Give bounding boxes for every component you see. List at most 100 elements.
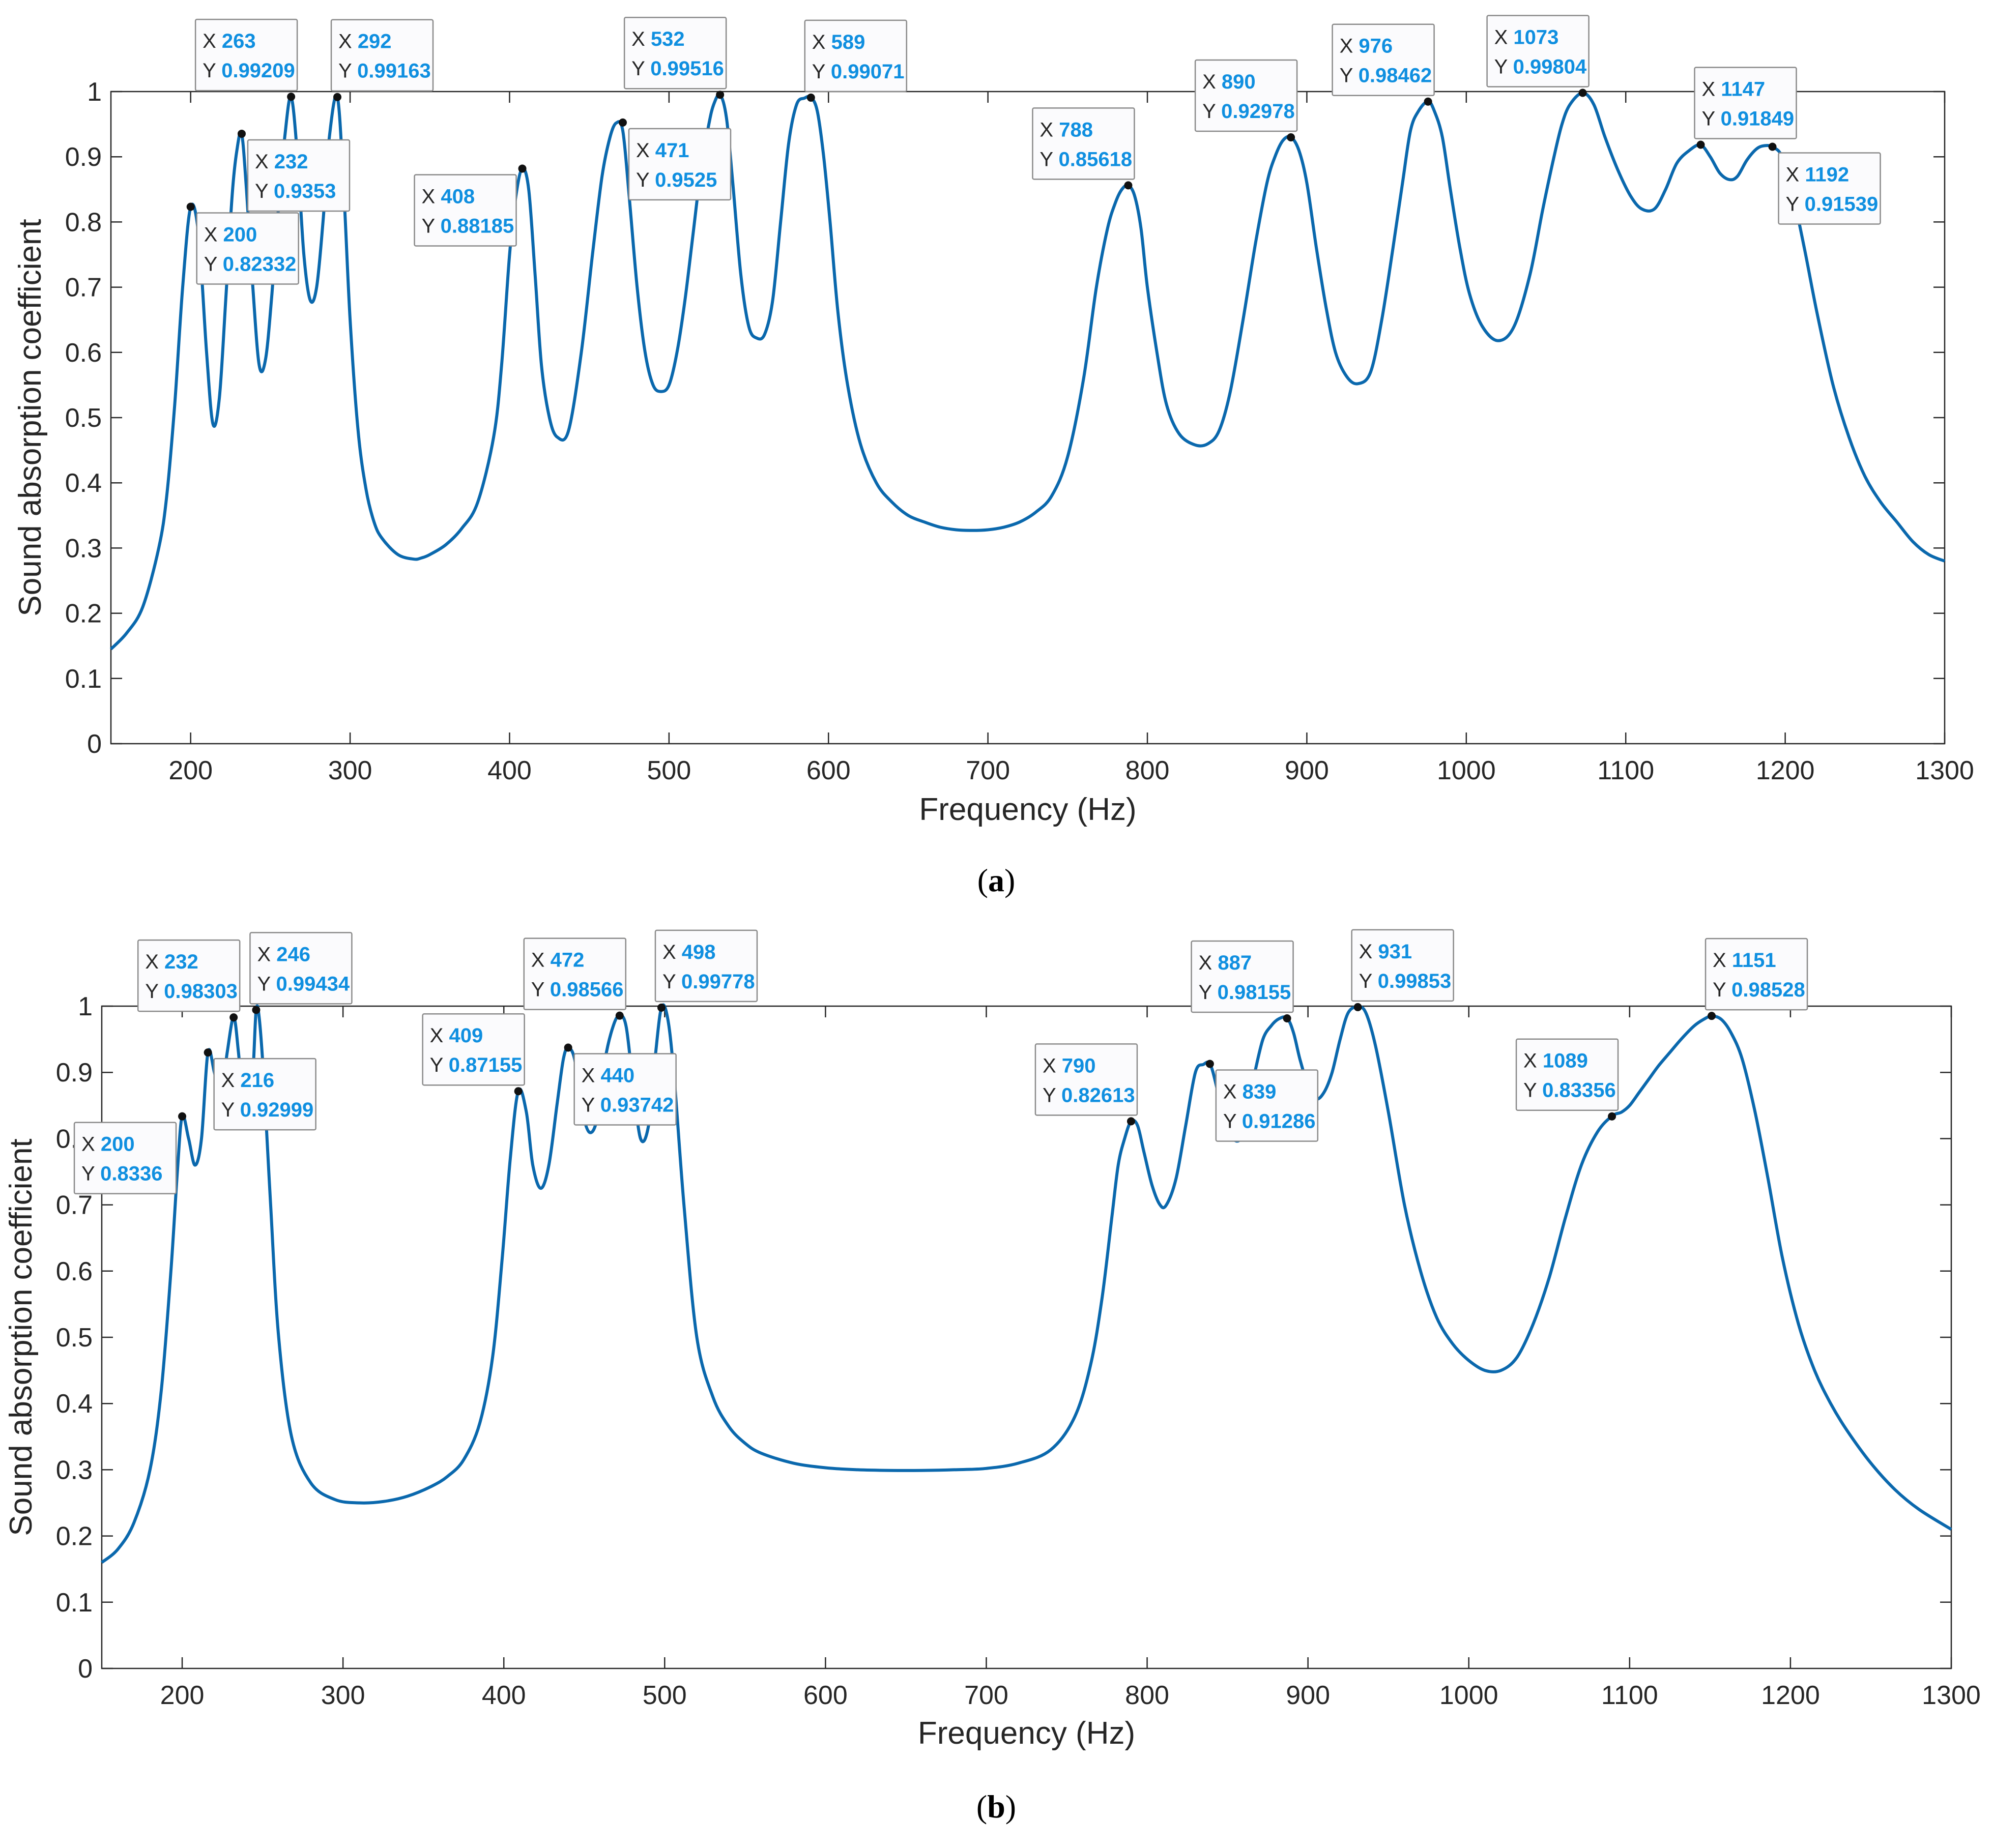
x-tick-label: 1200 — [1761, 1681, 1820, 1710]
y-tick-label: 0.3 — [65, 534, 102, 563]
datatip-y-text: Y 0.99163 — [338, 60, 431, 82]
datatip-x-key: X — [1223, 1080, 1243, 1103]
datatip-x-key: X — [1494, 26, 1514, 49]
y-tick-label: 0.7 — [56, 1191, 93, 1220]
datatip-x-key: X — [255, 151, 274, 173]
datatip-x-key: X — [636, 139, 655, 162]
datatip-x-text: X 498 — [662, 941, 716, 963]
y-tick-label: 1 — [78, 992, 93, 1021]
datatip-y-text: Y 0.9353 — [255, 180, 336, 202]
datatip-marker — [1205, 1060, 1214, 1068]
datatip-y-value: 0.98303 — [164, 980, 238, 1003]
x-tick-label: 700 — [964, 1681, 1008, 1710]
datatip-y-text: Y 0.8336 — [81, 1163, 162, 1185]
x-tick-label: 1100 — [1601, 1681, 1658, 1710]
datatip-y-key: Y — [582, 1094, 600, 1116]
datatip-x-value: 408 — [441, 185, 475, 208]
datatip-x-value: 931 — [1378, 941, 1412, 963]
datatip-x-value: 1151 — [1732, 949, 1776, 972]
datatip-x-value: 246 — [276, 943, 310, 965]
datatip-box — [1486, 15, 1590, 87]
y-tick-label: 0.4 — [56, 1389, 93, 1419]
y-tick-label: 0.5 — [56, 1323, 93, 1353]
x-tick-label: 1200 — [1756, 756, 1815, 785]
datatip-y-text: Y 0.91849 — [1702, 107, 1795, 130]
datatip-y-value: 0.83356 — [1542, 1079, 1616, 1102]
datatip-x-value: 471 — [655, 139, 689, 162]
datatip-y-value: 0.99853 — [1378, 970, 1452, 992]
datatip-marker — [1608, 1112, 1616, 1121]
datatip-marker — [1424, 97, 1432, 106]
datatip-box — [1515, 1038, 1619, 1111]
datatip-box — [573, 1053, 677, 1126]
datatip-y-key: Y — [812, 61, 831, 83]
x-axis-label: Frequency (Hz) — [919, 792, 1136, 827]
datatip-box — [1034, 1043, 1138, 1116]
datatip-box — [137, 939, 241, 1012]
datatip-x-key: X — [631, 28, 651, 50]
datatip-x-key: X — [1199, 952, 1218, 974]
datatip-y-key: Y — [203, 60, 221, 82]
datatip-x-key: X — [1202, 71, 1222, 93]
plot-area — [110, 91, 1946, 745]
datatip-y-value: 0.98155 — [1218, 981, 1291, 1004]
datatip-x-value: 232 — [274, 151, 308, 173]
datatip-x-value: 532 — [651, 28, 685, 50]
datatip-y-value: 0.85618 — [1059, 148, 1133, 170]
chart-panel-b: 200 300 400 500 600 700 800 900 1000 1100 1200 1300… — [4, 929, 1981, 1751]
datatip-y-text: Y 0.99434 — [257, 973, 350, 995]
datatip-y-text: Y 0.98462 — [1340, 65, 1432, 87]
datatip-marker — [514, 1087, 523, 1096]
datatip-y-text: Y 0.98303 — [145, 980, 238, 1003]
datatip-box — [804, 19, 908, 93]
y-tick-label: 0.6 — [56, 1257, 93, 1286]
datatip-y-value: 0.8336 — [100, 1163, 162, 1185]
datatip-y-key: Y — [1786, 193, 1805, 215]
datatip-x-value: 890 — [1222, 71, 1256, 93]
datatip-y-key: Y — [1223, 1110, 1242, 1132]
datatip-x-value: 1073 — [1513, 26, 1558, 49]
datatip-x-value: 292 — [358, 31, 392, 53]
datatip-y-text: Y 0.92978 — [1202, 100, 1295, 123]
datatip-x-value: 440 — [600, 1064, 634, 1087]
datatip-y-value: 0.91286 — [1242, 1110, 1316, 1132]
datatip-x-key: X — [1786, 163, 1805, 186]
datatip-y-key: Y — [1340, 65, 1359, 87]
datatip-x-text: X 532 — [631, 28, 685, 50]
datatip-x-text: X 788 — [1039, 119, 1093, 141]
y-tick-label: 0.9 — [56, 1058, 93, 1088]
datatip-x-key: X — [531, 949, 551, 972]
datatip-y-key: Y — [1039, 148, 1058, 170]
datatip-y-value: 0.91539 — [1805, 193, 1879, 215]
datatip-marker — [564, 1043, 572, 1052]
datatip-y-text: Y 0.91539 — [1786, 193, 1879, 215]
datatip-x-value: 1089 — [1543, 1050, 1588, 1072]
datatip-marker — [657, 1003, 666, 1012]
datatip-x-value: 788 — [1059, 119, 1093, 141]
datatip-x-text: X 200 — [204, 224, 257, 246]
datatip-x-text: X 839 — [1223, 1080, 1277, 1103]
datatip-y-value: 0.87155 — [449, 1054, 523, 1076]
x-axis-label: Frequency (Hz) — [918, 1716, 1135, 1751]
caption-a: (a) — [977, 862, 1016, 898]
datatip-marker — [1283, 1014, 1291, 1023]
datatip-y-text: Y 0.98528 — [1713, 979, 1805, 1001]
datatip-x-text: X 1151 — [1713, 949, 1776, 972]
datatip-x-key: X — [204, 224, 223, 246]
datatip: X 232 Y 0.9353 — [237, 129, 351, 212]
datatip-box — [249, 932, 353, 1005]
datatip-x-key: X — [1523, 1050, 1543, 1072]
datatip-box — [1778, 152, 1881, 225]
datatip-y-value: 0.99778 — [681, 971, 755, 993]
datatip-x-text: X 931 — [1359, 941, 1412, 963]
x-tick-label: 1000 — [1439, 1681, 1498, 1710]
datatip-x-key: X — [1359, 941, 1378, 963]
datatip: X 246 Y 0.99434 — [249, 932, 353, 1014]
datatip-x-key: X — [257, 943, 276, 965]
datatip-x-text: X 472 — [531, 949, 585, 972]
y-tick-label: 0.1 — [56, 1588, 93, 1618]
